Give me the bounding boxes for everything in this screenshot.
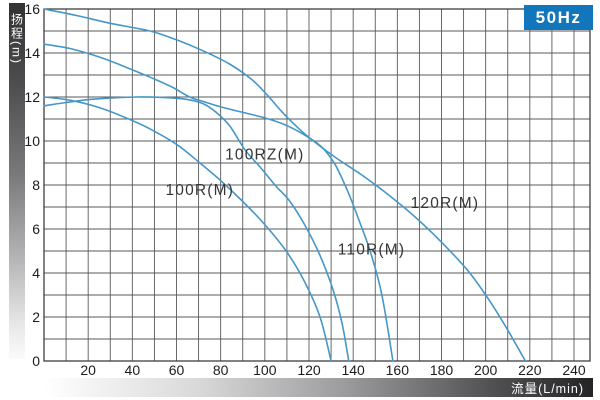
x-tick-label-20: 20 (80, 362, 96, 378)
x-tick-label-140: 140 (341, 362, 365, 378)
curve-100r-m (43, 96, 332, 362)
curve-100rz-m (43, 96, 350, 362)
series-label-110r-m: 110R(M) (338, 241, 406, 258)
y-tick-label-6: 6 (32, 221, 40, 237)
y-tick-label-0: 0 (32, 353, 40, 369)
series-label-100r-m: 100R(M) (165, 182, 234, 199)
plot-border (43, 8, 591, 362)
x-tick-label-240: 240 (562, 362, 586, 378)
curve-110r-m (43, 43, 394, 362)
x-tick-label-60: 60 (169, 362, 185, 378)
y-axis-title: 扬程(m) (9, 13, 24, 65)
x-tick-label-180: 180 (430, 362, 454, 378)
series-label-120r-m: 120R(M) (411, 195, 480, 212)
x-axis-title-bar: 流量(L/min) (44, 378, 593, 397)
x-tick-label-100: 100 (253, 362, 277, 378)
x-tick-label-220: 220 (518, 362, 542, 378)
x-tick-label-80: 80 (213, 362, 229, 378)
y-tick-label-14: 14 (24, 45, 40, 61)
y-tick-label-8: 8 (32, 177, 40, 193)
y-tick-label-2: 2 (32, 309, 40, 325)
x-tick-label-40: 40 (125, 362, 141, 378)
x-tick-label-120: 120 (297, 362, 321, 378)
y-tick-label-4: 4 (32, 265, 40, 281)
series-label-100rz-m: 100RZ(M) (225, 147, 304, 164)
frequency-badge: 50Hz (524, 5, 593, 30)
y-tick-label-12: 12 (24, 89, 40, 105)
y-axis-title-bar: 扬程(m) (9, 3, 25, 359)
x-tick-label-160: 160 (386, 362, 410, 378)
x-axis-title: 流量(L/min) (511, 382, 584, 396)
curve-120r-m (43, 8, 527, 362)
x-tick-label-200: 200 (474, 362, 498, 378)
y-tick-label-16: 16 (24, 1, 40, 17)
grid-lines (44, 9, 590, 361)
y-tick-label-10: 10 (24, 133, 40, 149)
